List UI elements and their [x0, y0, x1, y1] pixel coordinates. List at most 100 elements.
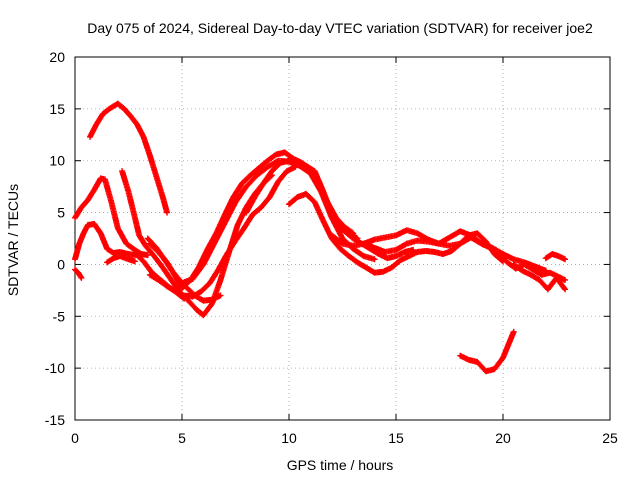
series-arc-p	[510, 261, 569, 293]
data-point	[403, 250, 406, 254]
y-axis-title: SDTVAR / TECUs	[5, 184, 21, 296]
x-tick-label: 20	[495, 430, 511, 446]
data-point	[103, 178, 107, 181]
y-tick-label: -10	[45, 360, 65, 376]
data-point	[529, 273, 533, 276]
data-point	[123, 107, 126, 111]
data-point	[144, 244, 147, 247]
data-point	[225, 252, 229, 256]
data-point	[563, 288, 567, 291]
data-point	[253, 195, 256, 199]
data-point	[242, 226, 246, 230]
data-point	[140, 252, 143, 256]
data-point	[352, 237, 355, 240]
data-point	[364, 266, 368, 269]
data-point	[146, 253, 149, 257]
data-point	[347, 254, 351, 258]
data-point	[330, 216, 333, 219]
data-point	[105, 247, 109, 251]
data-point	[467, 358, 470, 362]
data-point	[245, 185, 248, 188]
data-point	[182, 294, 186, 297]
data-point	[544, 257, 547, 260]
data-point	[563, 258, 567, 261]
data-point	[138, 234, 141, 237]
data-point	[407, 254, 411, 258]
data-point	[390, 266, 393, 269]
series-arc-c-start	[72, 266, 85, 281]
data-point	[180, 281, 184, 285]
data-point	[287, 203, 291, 206]
x-tick-label: 25	[602, 430, 618, 446]
data-point	[441, 252, 445, 256]
data-point	[133, 248, 137, 252]
data-point	[133, 260, 137, 263]
data-point	[362, 254, 366, 258]
data-point	[356, 261, 359, 264]
data-point	[484, 370, 488, 373]
data-point	[270, 169, 274, 173]
data-point	[112, 251, 115, 255]
data-point	[497, 252, 500, 256]
data-point	[223, 213, 226, 216]
data-point	[399, 259, 402, 262]
data-point	[501, 356, 505, 359]
data-point	[99, 177, 102, 180]
data-point	[512, 258, 515, 261]
data-point	[80, 276, 83, 280]
data-point	[105, 261, 109, 264]
data-point	[386, 257, 389, 260]
data-point	[217, 268, 220, 271]
series-arc-n	[333, 222, 417, 262]
data-point	[185, 286, 188, 289]
data-point	[322, 190, 325, 194]
data-point	[187, 299, 190, 302]
x-axis-title: GPS time / hours	[287, 457, 394, 473]
data-point	[116, 102, 120, 105]
data-point	[202, 263, 205, 266]
data-point	[334, 223, 338, 227]
data-point	[493, 367, 496, 371]
data-point	[491, 247, 494, 251]
data-point	[127, 190, 130, 194]
data-point	[99, 232, 102, 235]
series-arc-d	[104, 253, 138, 266]
data-point	[133, 216, 137, 219]
data-point	[93, 222, 96, 226]
data-point	[294, 165, 297, 169]
x-tick-label: 15	[388, 430, 404, 446]
data-point	[86, 223, 90, 227]
data-point	[459, 242, 462, 245]
data-point	[343, 230, 346, 233]
data-point	[484, 240, 488, 243]
data-point	[129, 114, 132, 118]
data-point	[255, 174, 259, 177]
data-point	[155, 246, 158, 250]
data-point	[202, 299, 205, 302]
data-point	[245, 211, 248, 214]
series-arc-h	[146, 163, 299, 300]
x-tick-label: 0	[71, 430, 79, 446]
data-point	[262, 182, 265, 185]
data-point	[180, 287, 184, 290]
data-point	[493, 252, 496, 256]
plot-frame	[74, 56, 611, 421]
data-point	[202, 314, 205, 317]
data-point	[274, 153, 278, 156]
data-point	[112, 257, 115, 260]
data-point	[101, 112, 105, 116]
data-point	[377, 252, 381, 256]
data-point	[285, 169, 289, 173]
data-point	[152, 254, 156, 258]
data-point	[512, 263, 515, 266]
data-point	[208, 281, 212, 285]
data-point	[394, 234, 398, 237]
data-point	[268, 195, 271, 199]
data-point	[557, 254, 560, 258]
data-point	[459, 354, 462, 357]
data-point	[330, 234, 333, 237]
data-point	[88, 135, 92, 139]
data-point	[135, 123, 139, 126]
data-point	[424, 249, 428, 253]
data-point	[165, 285, 169, 288]
